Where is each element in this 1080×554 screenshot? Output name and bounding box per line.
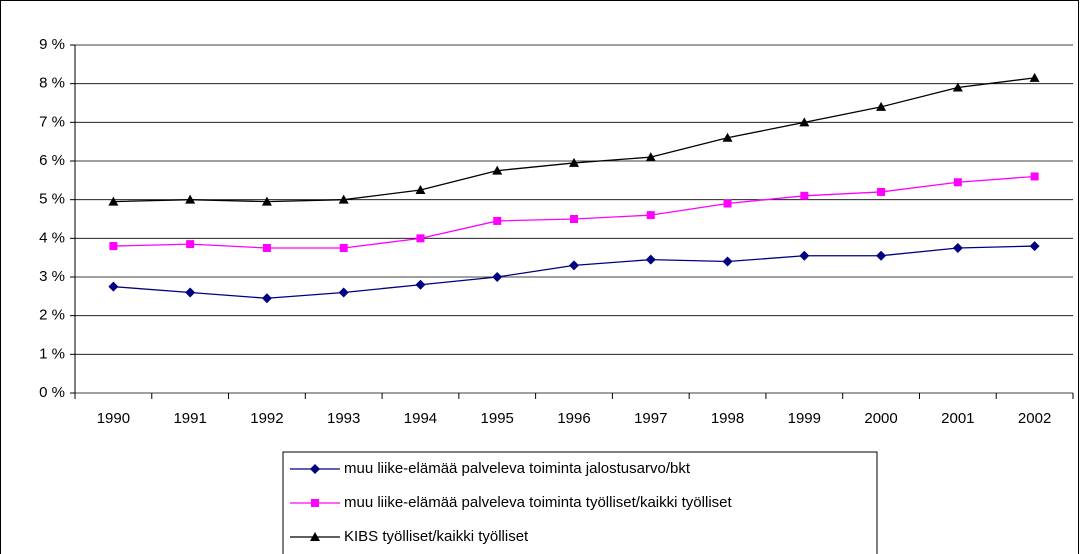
- data-point: [415, 185, 426, 194]
- data-point: [262, 244, 271, 252]
- data-point: [646, 211, 655, 220]
- data-point: [416, 234, 425, 243]
- x-tick-label: 1991: [173, 410, 206, 427]
- x-tick-label: 1997: [634, 410, 667, 427]
- y-tick-label: 1 %: [39, 345, 65, 362]
- data-point: [722, 256, 733, 267]
- data-point: [338, 194, 349, 204]
- data-point: [799, 117, 810, 127]
- data-point: [723, 199, 732, 208]
- data-point: [185, 287, 196, 298]
- data-point: [338, 287, 349, 298]
- x-tick-label: 1994: [404, 410, 437, 427]
- x-tick-label: 1998: [711, 410, 744, 427]
- data-point: [109, 242, 118, 251]
- y-tick-label: 2 %: [39, 307, 65, 324]
- y-tick-label: 5 %: [39, 191, 65, 208]
- legend-box: [282, 451, 878, 554]
- data-point: [645, 152, 656, 162]
- legend-marker: [310, 532, 320, 541]
- data-point: [186, 240, 195, 249]
- x-tick-label: 1996: [557, 410, 590, 427]
- x-tick-label: 1999: [788, 410, 821, 427]
- y-tick-label: 6 %: [39, 152, 65, 169]
- data-point: [877, 187, 886, 196]
- legend-marker: [311, 499, 319, 507]
- x-tick-label: 1993: [327, 410, 360, 427]
- data-point: [493, 216, 502, 225]
- series-line: [113, 175, 1035, 249]
- data-point: [570, 215, 578, 223]
- data-point: [799, 250, 810, 261]
- legend-label: muu liike-elämää palveleva toiminta jalo…: [344, 460, 691, 477]
- y-tick-label: 4 %: [39, 229, 65, 246]
- data-point: [645, 254, 656, 265]
- data-point: [1029, 72, 1040, 82]
- data-point: [952, 82, 963, 92]
- data-point: [1030, 172, 1039, 181]
- data-point: [722, 132, 733, 142]
- data-point: [876, 101, 887, 111]
- data-point: [952, 243, 963, 253]
- data-point: [339, 244, 348, 252]
- y-tick-label: 0 %: [39, 384, 65, 401]
- y-tick-label: 3 %: [39, 268, 65, 285]
- data-point: [1029, 241, 1040, 252]
- x-tick-label: 1995: [481, 410, 514, 427]
- data-point: [415, 279, 426, 290]
- data-point: [876, 250, 887, 261]
- y-tick-label: 7 %: [39, 113, 65, 130]
- x-tick-label: 2001: [941, 410, 974, 427]
- data-point: [261, 293, 272, 304]
- legend-label: muu liike-elämää palveleva toiminta työl…: [344, 494, 732, 511]
- data-point: [492, 272, 503, 282]
- series-line: [113, 77, 1035, 203]
- data-point: [800, 191, 809, 200]
- y-tick-label: 8 %: [39, 75, 65, 92]
- data-point: [261, 196, 272, 206]
- x-tick-label: 2000: [864, 410, 897, 427]
- data-point: [108, 281, 119, 292]
- data-point: [185, 194, 196, 204]
- x-tick-label: 1990: [97, 410, 130, 427]
- y-tick-label: 9 %: [39, 36, 65, 53]
- data-point: [492, 165, 503, 175]
- data-point: [569, 157, 579, 167]
- data-point: [953, 178, 962, 187]
- x-tick-label: 1992: [250, 410, 283, 427]
- data-point: [569, 260, 579, 271]
- legend-label: KIBS työlliset/kaikki työlliset: [344, 528, 529, 545]
- x-tick-label: 2002: [1018, 410, 1051, 427]
- series-line: [113, 245, 1035, 299]
- legend-marker: [310, 464, 320, 474]
- data-point: [108, 196, 119, 206]
